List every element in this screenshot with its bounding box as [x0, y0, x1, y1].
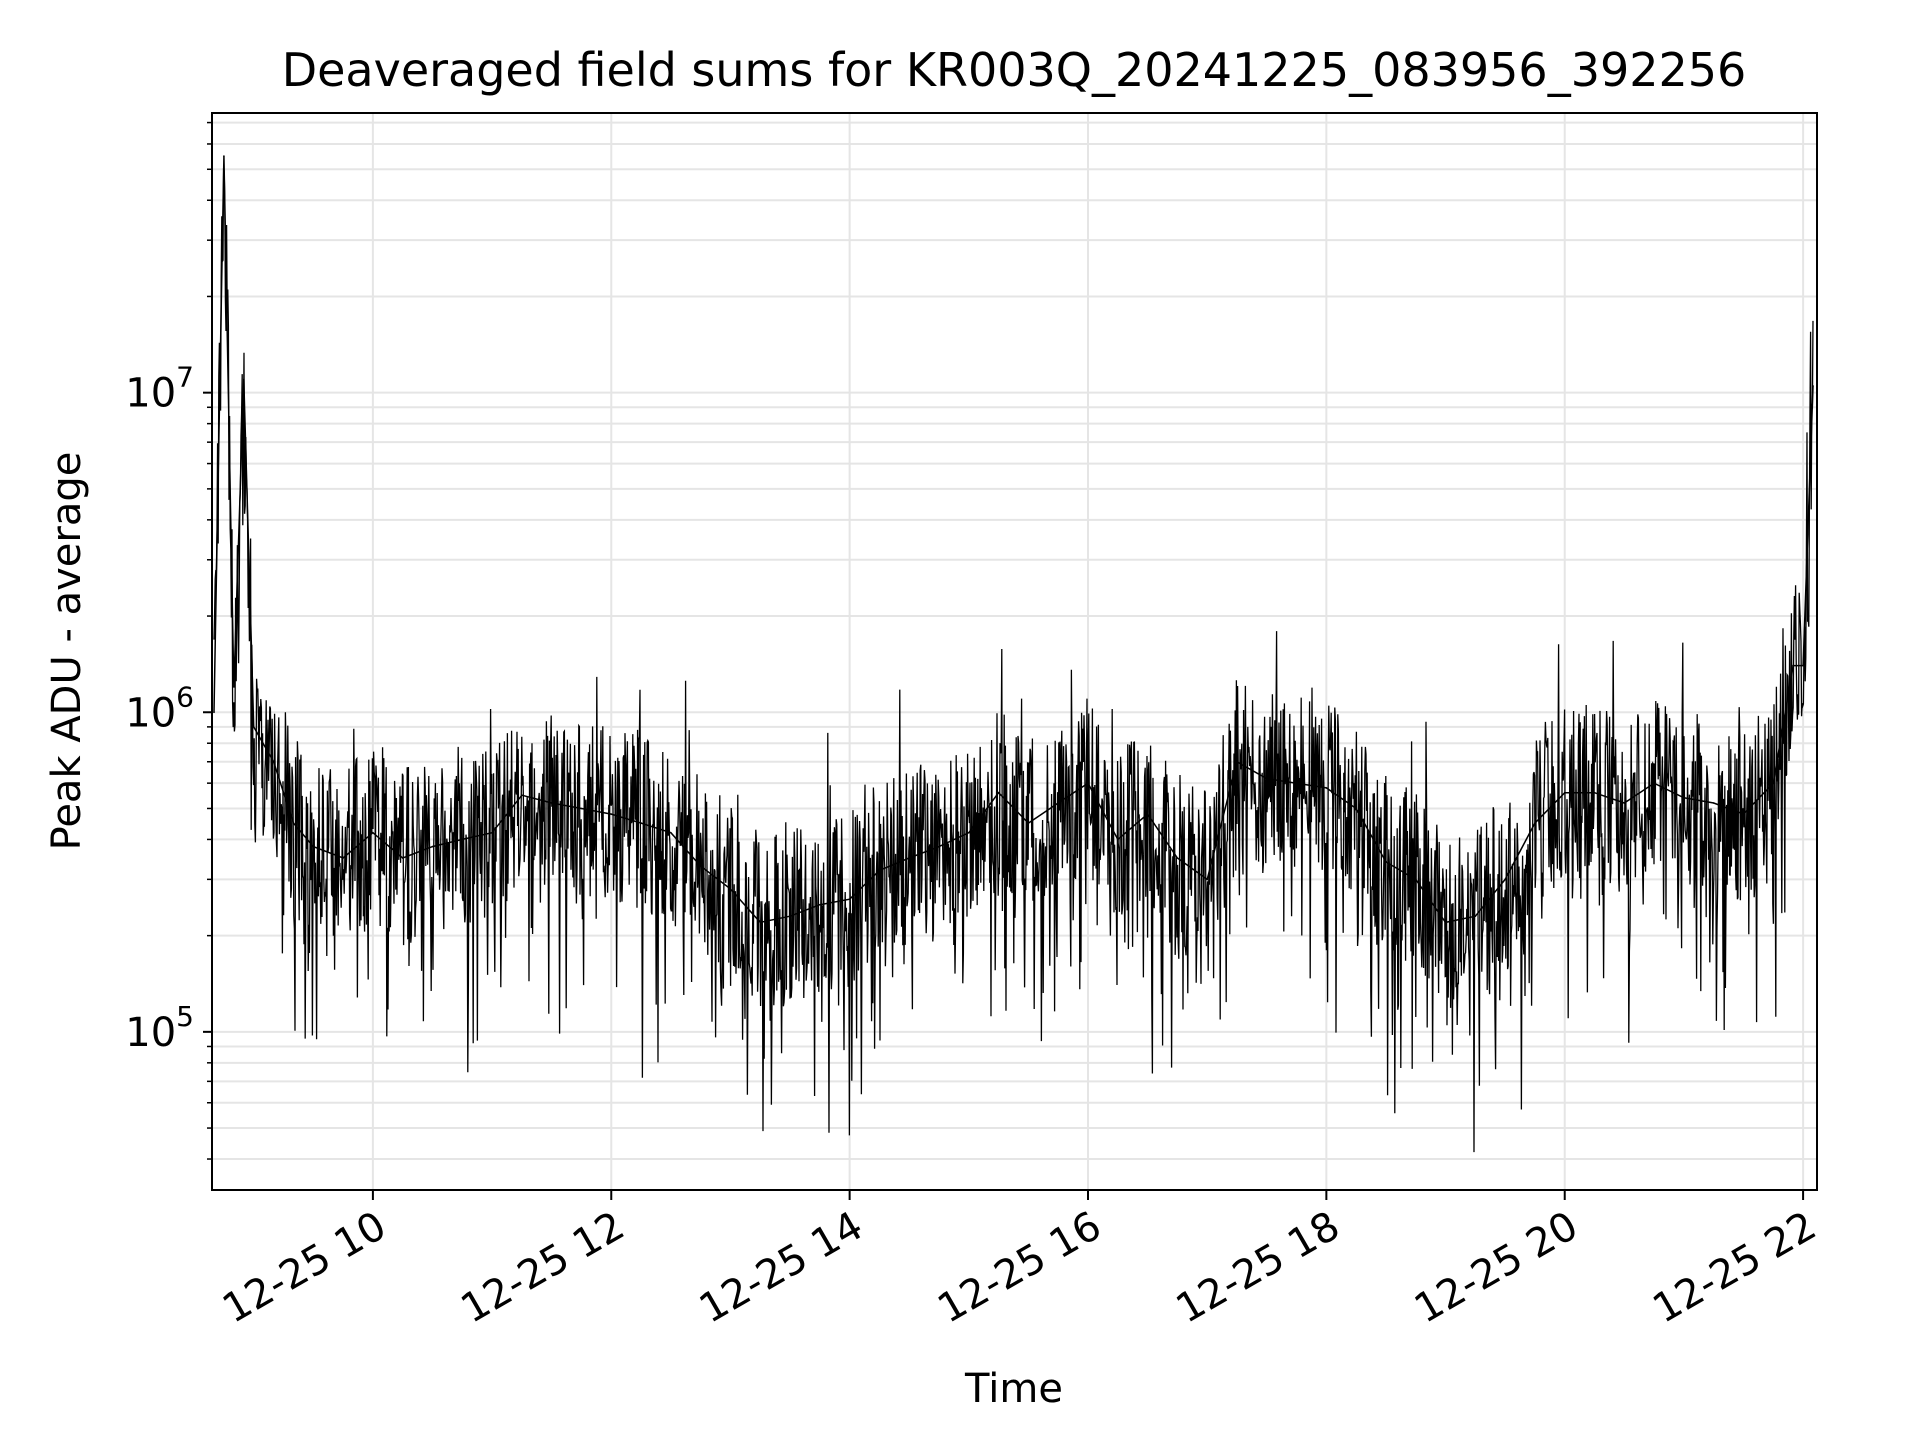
data-series: [213, 155, 1814, 1153]
y-tick-label: 105: [125, 1000, 194, 1056]
y-axis-label: Peak ADU - average: [44, 452, 90, 851]
data-point: [699, 865, 702, 867]
data-point: [1534, 822, 1536, 824]
data-point: [938, 845, 940, 848]
series-signal: [213, 167, 1814, 1153]
axis-ticks: [203, 121, 1805, 1200]
data-point: [670, 831, 672, 834]
data-point: [272, 761, 275, 763]
data-point: [1504, 878, 1506, 881]
chart-title: Deaveraged field sums for KR003Q_2024122…: [282, 43, 1747, 97]
data-point: [1265, 777, 1268, 780]
data-point: [233, 686, 235, 688]
grid-lines: [212, 113, 1817, 1190]
data-point: [997, 791, 1000, 794]
data-point: [908, 857, 911, 859]
data-point: [312, 845, 315, 848]
data-point: [521, 794, 523, 796]
y-tick-label: 106: [125, 680, 194, 736]
data-point: [1772, 782, 1775, 784]
data-point: [580, 807, 583, 810]
data-point: [878, 869, 881, 872]
plot-frame: [211, 112, 1818, 1191]
y-tick-label: 107: [125, 361, 194, 417]
data-point: [1712, 802, 1715, 804]
data-point: [1812, 385, 1814, 387]
data-point: [848, 898, 851, 900]
x-axis-label: Time: [964, 1366, 1063, 1412]
data-point: [401, 857, 404, 859]
data-point: [759, 921, 762, 924]
data-point: [1355, 807, 1357, 810]
data-point: [640, 822, 642, 824]
data-point: [1206, 878, 1208, 881]
data-point: [729, 888, 732, 890]
series-line: [213, 155, 1814, 924]
data-point: [1792, 664, 1794, 667]
data-point: [1295, 782, 1298, 784]
data-point: [372, 831, 374, 834]
data-point: [292, 822, 295, 824]
data-point: [610, 813, 613, 815]
data-point: [1057, 802, 1059, 804]
data-point: [252, 726, 255, 728]
data-point: [1653, 782, 1655, 784]
data-point: [1087, 782, 1089, 784]
data-point: [819, 903, 821, 906]
data-point: [431, 845, 434, 848]
data-point: [1563, 791, 1566, 794]
data-point: [550, 802, 553, 804]
data-point: [1474, 915, 1477, 917]
data-point: [461, 838, 464, 841]
data-point: [491, 831, 493, 834]
data-point: [1444, 921, 1447, 924]
data-point: [213, 711, 215, 714]
data-point: [1742, 813, 1745, 815]
data-point: [968, 831, 970, 834]
data-point: [1027, 822, 1030, 824]
data-point: [789, 915, 791, 917]
data-point: [1385, 861, 1387, 863]
data-point: [1683, 797, 1685, 799]
data-point: [223, 155, 225, 157]
data-point: [1325, 787, 1328, 789]
data-point: [342, 857, 344, 859]
data-point: [1802, 664, 1804, 667]
data-point: [1414, 878, 1417, 881]
data-point: [242, 378, 245, 381]
data-point: [1623, 802, 1626, 804]
data-point: [1593, 791, 1596, 794]
data-point: [1146, 813, 1149, 815]
data-point: [1176, 857, 1179, 859]
data-point: [1236, 761, 1238, 763]
data-point: [1116, 838, 1119, 841]
